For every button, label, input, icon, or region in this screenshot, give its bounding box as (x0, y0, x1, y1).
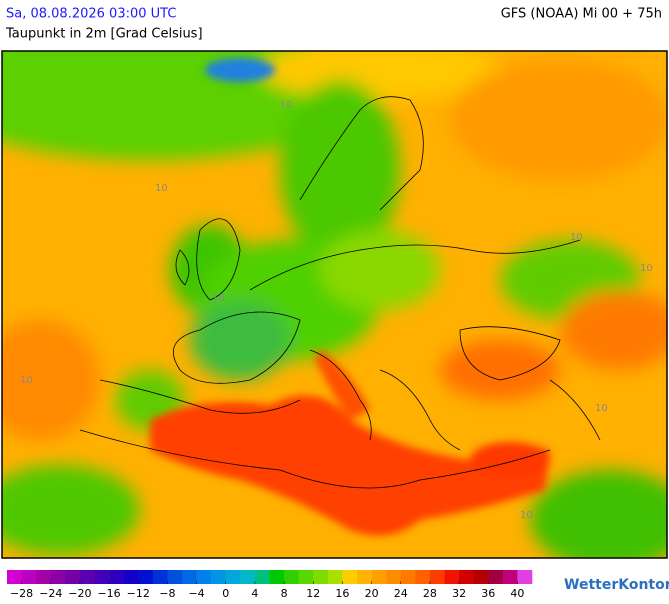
colorbar-tick-label: 16 (335, 587, 349, 600)
color-segment (298, 570, 314, 584)
color-segment (269, 570, 285, 584)
color-segment (254, 570, 270, 584)
color-segment (167, 570, 183, 584)
color-segment (123, 570, 139, 584)
colorbar-tick-label: −28 (10, 587, 33, 600)
color-segment (357, 570, 372, 584)
colorbar-tick-label: 28 (423, 587, 437, 600)
colorbar-tick-label: 12 (306, 587, 320, 600)
color-segment (152, 570, 168, 584)
colorbar-tick-label: −16 (97, 587, 120, 600)
color-segment (429, 570, 445, 584)
contour-label: 10 (640, 263, 653, 274)
colorbar-tick-label: 4 (251, 587, 258, 600)
color-segment (94, 570, 110, 584)
color-segment (371, 570, 387, 584)
color-segment (444, 570, 460, 584)
color-segment (313, 570, 329, 584)
colorbar-tick-label: 20 (365, 587, 379, 600)
colorbar-tick-label: −24 (39, 587, 62, 600)
map: 10 10 10 10 10 10 10 10 (2, 51, 667, 558)
color-segment (240, 570, 256, 584)
contour-label: 10 (520, 510, 533, 521)
parameter: Taupunkt in 2m [Grad Celsius] (5, 27, 203, 42)
color-segment (502, 570, 518, 584)
map-frame (1, 50, 668, 559)
model-run: GFS (NOAA) Mi 00 + 75h (501, 7, 662, 22)
colorbar-tick-label: −12 (127, 587, 150, 600)
color-segment (386, 570, 402, 584)
color-segment (65, 570, 81, 584)
color-segment (196, 570, 212, 584)
coastlines (79, 96, 601, 489)
colorbar-tick-label: −8 (159, 587, 175, 600)
color-segment (415, 570, 431, 584)
color-segment (327, 570, 343, 584)
color-segment (21, 570, 37, 584)
color-segment (225, 570, 241, 584)
color-segment (342, 570, 358, 584)
color-segment (109, 570, 124, 584)
color-segment (138, 570, 154, 584)
color-segment (488, 570, 504, 584)
valid-time: Sa, 08.08.2026 03:00 UTC (6, 7, 176, 22)
colorbar-tick-label: 32 (452, 587, 466, 600)
colorbar-tick-label: 24 (394, 587, 408, 600)
colorbar-tick-label: 40 (510, 587, 524, 600)
contour-label: 10 (570, 232, 583, 243)
colorbar-tick-label: 0 (222, 587, 229, 600)
brand-logo: WetterKontor (564, 577, 669, 593)
color-segment (7, 570, 22, 584)
color-segment (50, 570, 66, 584)
color-segment (182, 570, 197, 584)
color-segment (473, 570, 489, 584)
contour-label: 10 (155, 183, 168, 194)
color-segment (79, 570, 95, 584)
contour-label: 10 (280, 100, 293, 111)
color-segment (36, 570, 52, 584)
color-segment (459, 570, 474, 584)
colorbar-tick-label: 36 (481, 587, 495, 600)
colorbar-tick-label: 8 (281, 587, 288, 600)
contour-label: 10 (595, 403, 608, 414)
contour-label: 10 (212, 293, 225, 304)
colorbar-tick-label: −20 (68, 587, 91, 600)
color-segment (400, 570, 416, 584)
colorbar: −28 −24 −20 −16 −12 −8 −4 0 4 8 12 16 20 24 28 32 36 40 (7, 570, 533, 600)
color-segment (284, 570, 299, 584)
colorbar-tick-label: −4 (188, 587, 204, 600)
color-segment (211, 570, 227, 584)
color-segment (517, 570, 533, 584)
contour-label: 10 (20, 375, 33, 386)
